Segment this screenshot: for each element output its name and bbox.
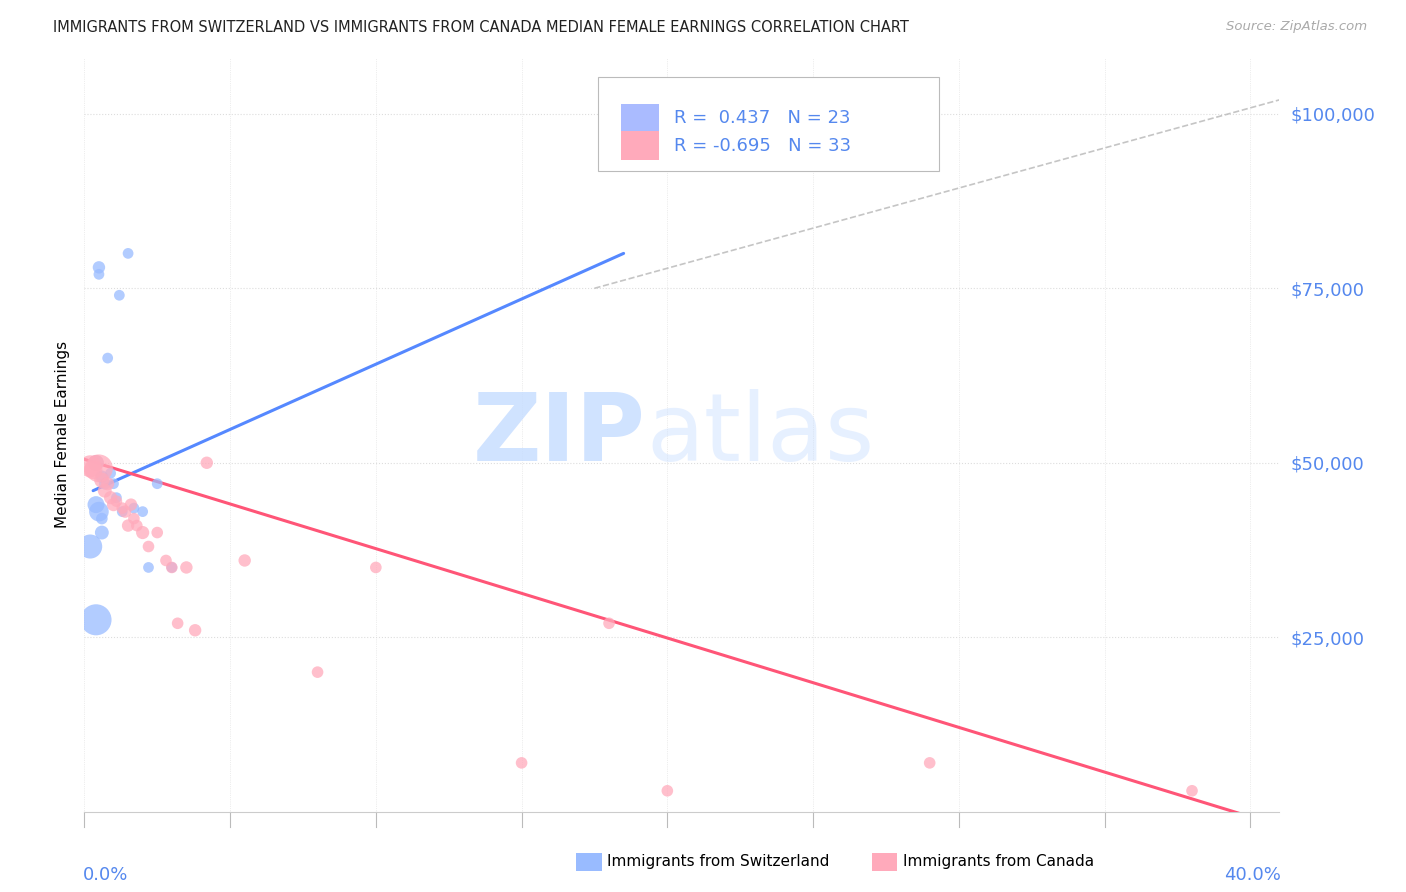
Point	[117, 246, 139, 260]
Point	[166, 616, 188, 631]
Text: 40.0%: 40.0%	[1223, 866, 1281, 884]
Text: Immigrants from Switzerland: Immigrants from Switzerland	[607, 855, 830, 869]
Point	[120, 498, 142, 512]
Point	[111, 501, 134, 516]
Point	[82, 463, 104, 477]
Point	[103, 498, 125, 512]
Text: atlas: atlas	[647, 389, 875, 481]
Text: 0.0%: 0.0%	[83, 866, 128, 884]
Point	[87, 268, 110, 282]
Bar	[621, 103, 659, 132]
Point	[90, 473, 112, 487]
Point	[94, 476, 117, 491]
Text: Immigrants from Canada: Immigrants from Canada	[903, 855, 1094, 869]
Text: ZIP: ZIP	[474, 389, 647, 481]
Point	[97, 351, 120, 365]
Point	[90, 525, 112, 540]
Y-axis label: Median Female Earnings: Median Female Earnings	[55, 342, 70, 528]
Point	[138, 540, 160, 554]
Point	[195, 456, 218, 470]
Point	[146, 525, 169, 540]
Point	[84, 456, 107, 470]
Point	[111, 505, 134, 519]
Point	[97, 476, 120, 491]
Text: IMMIGRANTS FROM SWITZERLAND VS IMMIGRANTS FROM CANADA MEDIAN FEMALE EARNINGS COR: IMMIGRANTS FROM SWITZERLAND VS IMMIGRANT…	[53, 20, 910, 35]
Point	[87, 260, 110, 275]
Point	[87, 461, 110, 475]
Point	[510, 756, 533, 770]
Point	[122, 511, 145, 525]
Point	[598, 616, 620, 631]
Point	[84, 456, 107, 470]
Point	[117, 518, 139, 533]
Text: R = -0.695   N = 33: R = -0.695 N = 33	[673, 136, 851, 154]
Point	[160, 560, 183, 574]
Point	[364, 560, 387, 574]
Point	[657, 784, 679, 798]
Point	[114, 505, 136, 519]
Point	[138, 560, 160, 574]
Point	[184, 624, 207, 638]
Point	[94, 483, 117, 498]
Point	[233, 553, 256, 567]
Point	[105, 494, 128, 508]
Point	[176, 560, 198, 574]
Point	[100, 491, 122, 505]
Point	[79, 459, 101, 474]
Point	[84, 498, 107, 512]
Point	[84, 613, 107, 627]
Text: Source: ZipAtlas.com: Source: ZipAtlas.com	[1226, 20, 1367, 33]
Point	[146, 476, 169, 491]
Point	[122, 501, 145, 516]
Point	[307, 665, 329, 680]
Point	[87, 505, 110, 519]
Point	[131, 525, 153, 540]
Text: R =  0.437   N = 23: R = 0.437 N = 23	[673, 109, 851, 127]
Point	[918, 756, 941, 770]
Point	[103, 476, 125, 491]
Point	[155, 553, 177, 567]
Point	[1181, 784, 1204, 798]
Point	[90, 469, 112, 483]
Point	[90, 511, 112, 525]
Point	[131, 505, 153, 519]
Bar	[621, 131, 659, 160]
Point	[105, 491, 128, 505]
Point	[100, 467, 122, 481]
Point	[125, 518, 148, 533]
Point	[160, 560, 183, 574]
Point	[79, 540, 101, 554]
FancyBboxPatch shape	[599, 77, 939, 171]
Point	[108, 288, 131, 302]
